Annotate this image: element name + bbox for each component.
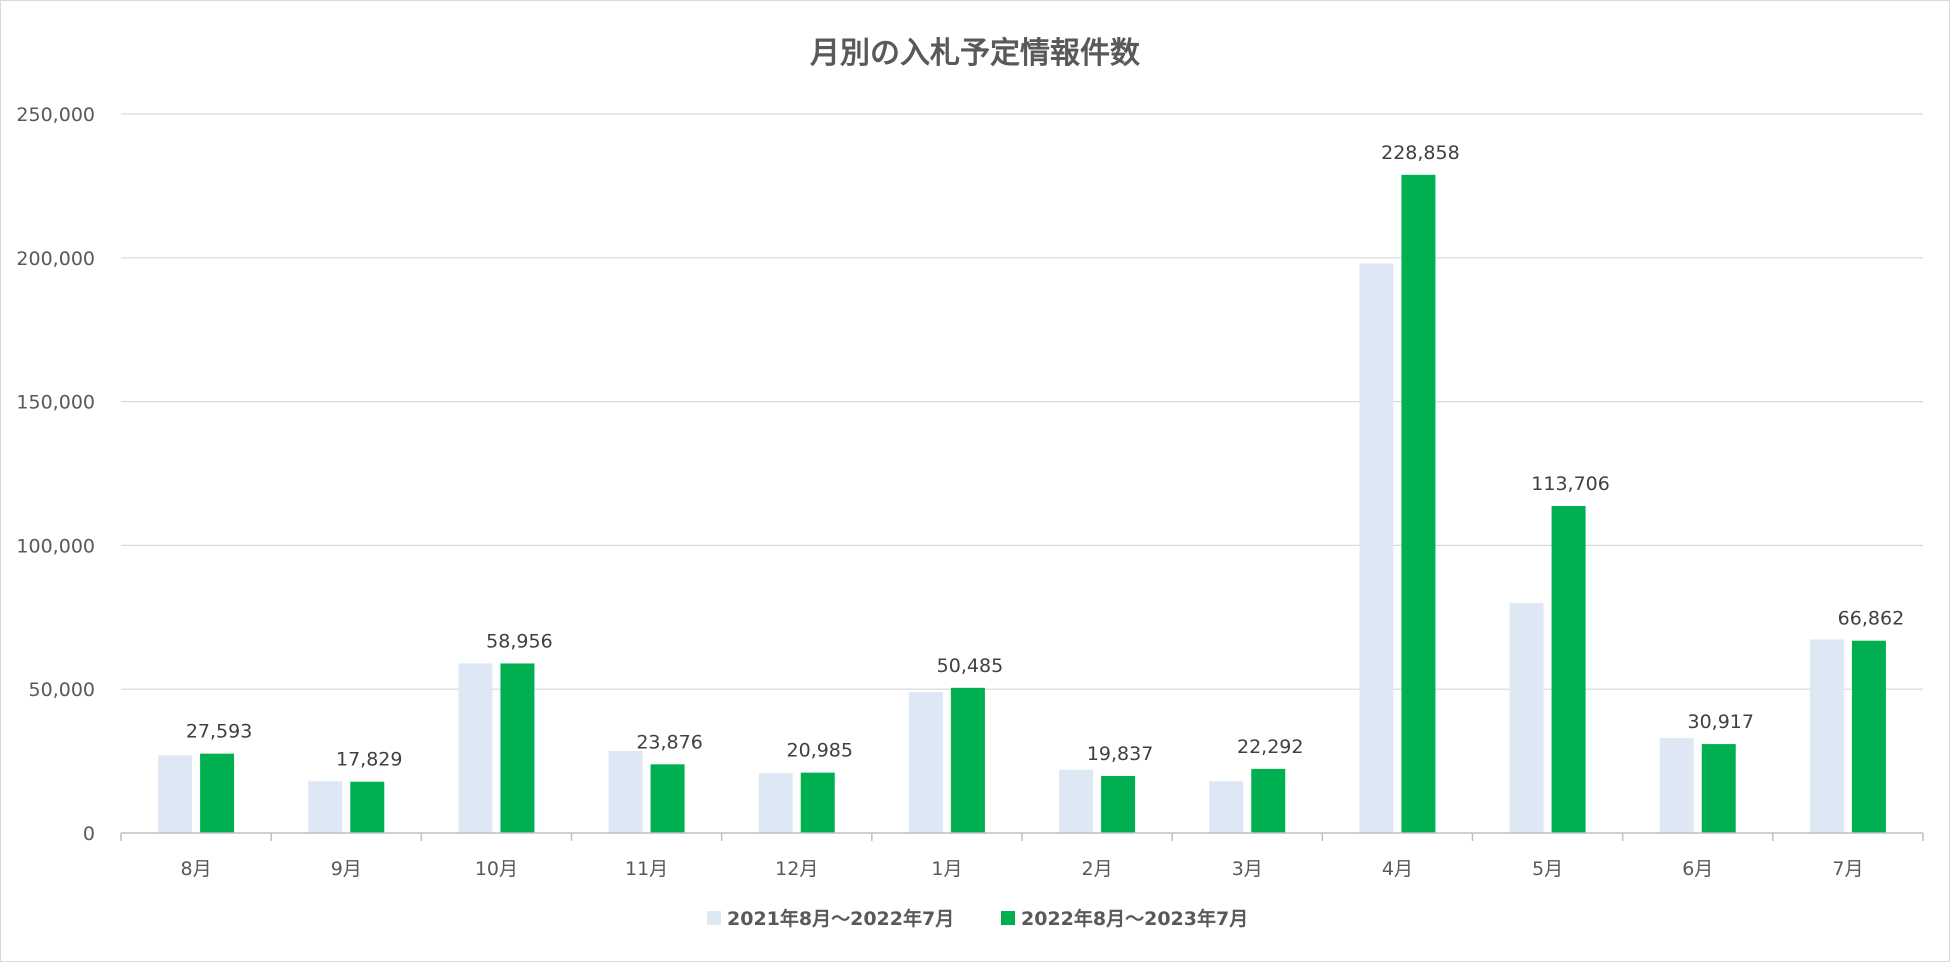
bar-series-1 <box>1059 769 1094 833</box>
data-label: 228,858 <box>1381 142 1460 164</box>
y-tick-label: 50,000 <box>29 679 95 701</box>
bar-series-1 <box>158 755 193 833</box>
y-tick-label: 250,000 <box>16 104 95 126</box>
data-label: 22,292 <box>1237 736 1303 758</box>
bar-series-1 <box>908 692 943 833</box>
data-label: 66,862 <box>1838 608 1904 630</box>
bar-series-2 <box>650 764 685 833</box>
legend-swatch <box>1001 911 1015 925</box>
bar-series-2 <box>1701 744 1736 833</box>
x-tick-label: 3月 <box>1232 858 1263 880</box>
bar-series-1 <box>1809 639 1844 833</box>
y-tick-label: 0 <box>83 823 95 845</box>
data-label: 30,917 <box>1688 711 1754 733</box>
data-label: 19,837 <box>1087 743 1153 765</box>
x-axis: 8月 9月 10月 11月 12月 1月 2月 3月 4月 5月 6月 7月 <box>120 832 1924 880</box>
x-tick-label: 1月 <box>931 858 962 880</box>
data-label: 113,706 <box>1531 473 1610 495</box>
bar-series-2 <box>1251 768 1286 833</box>
bar-series-2 <box>1851 640 1886 833</box>
gridlines <box>121 113 1923 690</box>
x-tick-label: 12月 <box>775 858 818 880</box>
data-label: 58,956 <box>486 630 552 652</box>
bar-series-2 <box>200 753 235 833</box>
bars <box>158 174 1886 834</box>
bar-series-1 <box>608 751 643 833</box>
x-tick-label: 5月 <box>1532 858 1563 880</box>
data-label: 23,876 <box>636 731 702 753</box>
x-tick-label: 9月 <box>331 858 362 880</box>
chart-title: 月別の入札予定情報件数 <box>810 36 1141 71</box>
bar-series-1 <box>1509 602 1544 833</box>
bar-series-1 <box>308 781 343 833</box>
x-tick-label: 8月 <box>181 858 212 880</box>
bar-series-2 <box>1551 505 1586 833</box>
legend-swatch <box>707 911 721 925</box>
bar-series-2 <box>500 663 535 833</box>
bar-series-2 <box>1401 174 1436 834</box>
bar-series-1 <box>1659 738 1694 833</box>
bar-series-1 <box>458 663 493 833</box>
y-tick-label: 200,000 <box>16 248 95 270</box>
x-tick-label: 2月 <box>1082 858 1113 880</box>
bar-series-1 <box>758 773 793 833</box>
x-tick-label: 10月 <box>475 858 518 880</box>
x-tick-label: 4月 <box>1382 858 1413 880</box>
data-label: 27,593 <box>186 721 252 743</box>
legend: 2021年8月～2022年7月 2022年8月～2023年7月 <box>707 907 1248 930</box>
x-tick-label: 11月 <box>625 858 668 880</box>
bar-series-1 <box>1209 781 1244 833</box>
data-label: 50,485 <box>937 655 1003 677</box>
legend-label: 2021年8月～2022年7月 <box>727 907 954 930</box>
data-label: 20,985 <box>787 740 853 762</box>
bar-series-2 <box>1101 775 1136 833</box>
data-labels: 27,593 17,829 58,956 23,876 20,985 50,485 19,8… <box>186 142 1904 771</box>
bar-series-2 <box>950 687 985 833</box>
data-label: 17,829 <box>336 749 402 771</box>
legend-label: 2022年8月～2023年7月 <box>1021 907 1248 930</box>
x-tick-label: 6月 <box>1682 858 1713 880</box>
y-axis-tick-labels: 0 50,000 100,000 150,000 200,000 250,000 <box>16 104 95 845</box>
x-tick-label: 7月 <box>1832 858 1863 880</box>
bar-series-1 <box>1359 263 1394 833</box>
y-tick-label: 150,000 <box>16 392 95 414</box>
bar-series-2 <box>800 772 835 833</box>
y-tick-label: 100,000 <box>16 535 95 557</box>
bar-series-2 <box>350 781 385 833</box>
